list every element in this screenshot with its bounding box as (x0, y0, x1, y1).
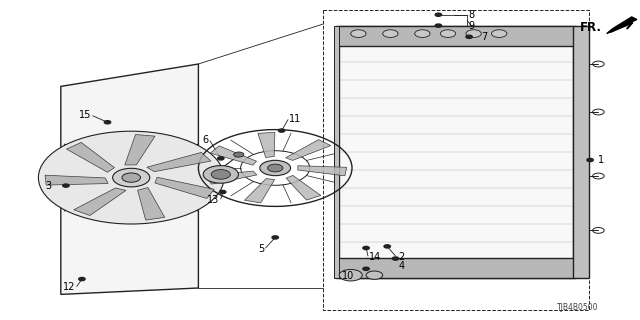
Circle shape (113, 168, 150, 187)
Circle shape (466, 35, 472, 38)
Text: 9: 9 (468, 20, 475, 31)
Polygon shape (74, 188, 126, 215)
Circle shape (587, 158, 593, 162)
Circle shape (278, 129, 285, 132)
Circle shape (211, 170, 230, 179)
Circle shape (220, 190, 226, 194)
Polygon shape (147, 152, 211, 172)
Circle shape (104, 121, 111, 124)
Circle shape (492, 30, 507, 37)
Circle shape (272, 236, 278, 239)
Polygon shape (285, 140, 331, 160)
Circle shape (268, 164, 283, 172)
Polygon shape (258, 132, 275, 157)
Circle shape (218, 157, 224, 160)
Circle shape (63, 184, 69, 187)
Text: 11: 11 (289, 114, 301, 124)
Circle shape (122, 173, 141, 182)
Polygon shape (334, 26, 339, 278)
Polygon shape (205, 171, 257, 184)
Circle shape (440, 30, 456, 37)
Circle shape (79, 277, 85, 281)
Text: 15: 15 (79, 110, 92, 120)
Polygon shape (336, 258, 576, 278)
Polygon shape (45, 175, 108, 185)
Polygon shape (61, 64, 198, 294)
Text: 13: 13 (207, 195, 220, 205)
Circle shape (363, 246, 369, 250)
Circle shape (383, 30, 398, 37)
Polygon shape (339, 26, 573, 278)
Polygon shape (336, 26, 576, 46)
Polygon shape (67, 142, 115, 172)
Circle shape (366, 271, 383, 279)
Circle shape (363, 267, 369, 270)
Text: 8: 8 (468, 10, 475, 20)
Text: 10: 10 (342, 271, 354, 282)
Circle shape (392, 257, 399, 260)
Polygon shape (286, 175, 321, 200)
Text: 7: 7 (481, 32, 488, 42)
Text: 1: 1 (598, 155, 605, 165)
Circle shape (435, 13, 442, 16)
Polygon shape (244, 179, 275, 203)
Circle shape (466, 30, 481, 37)
Circle shape (435, 24, 442, 27)
Circle shape (38, 131, 224, 224)
Text: 12: 12 (63, 282, 76, 292)
Polygon shape (573, 26, 589, 278)
Polygon shape (125, 134, 155, 165)
Polygon shape (211, 146, 257, 165)
Polygon shape (138, 188, 164, 220)
Polygon shape (298, 166, 347, 176)
Text: 4: 4 (398, 261, 404, 271)
Circle shape (351, 30, 366, 37)
Polygon shape (155, 177, 214, 198)
Circle shape (384, 245, 390, 248)
Circle shape (260, 160, 291, 176)
Circle shape (339, 269, 362, 281)
Circle shape (234, 152, 244, 157)
Text: 2: 2 (398, 252, 404, 262)
Circle shape (204, 166, 238, 183)
Text: 3: 3 (45, 180, 51, 191)
Text: 6: 6 (202, 135, 209, 145)
Text: 5: 5 (258, 244, 264, 254)
Text: FR.: FR. (580, 21, 602, 34)
Polygon shape (607, 17, 637, 34)
Text: TJB4B0500: TJB4B0500 (557, 303, 598, 312)
Text: 14: 14 (369, 252, 381, 262)
Circle shape (415, 30, 430, 37)
